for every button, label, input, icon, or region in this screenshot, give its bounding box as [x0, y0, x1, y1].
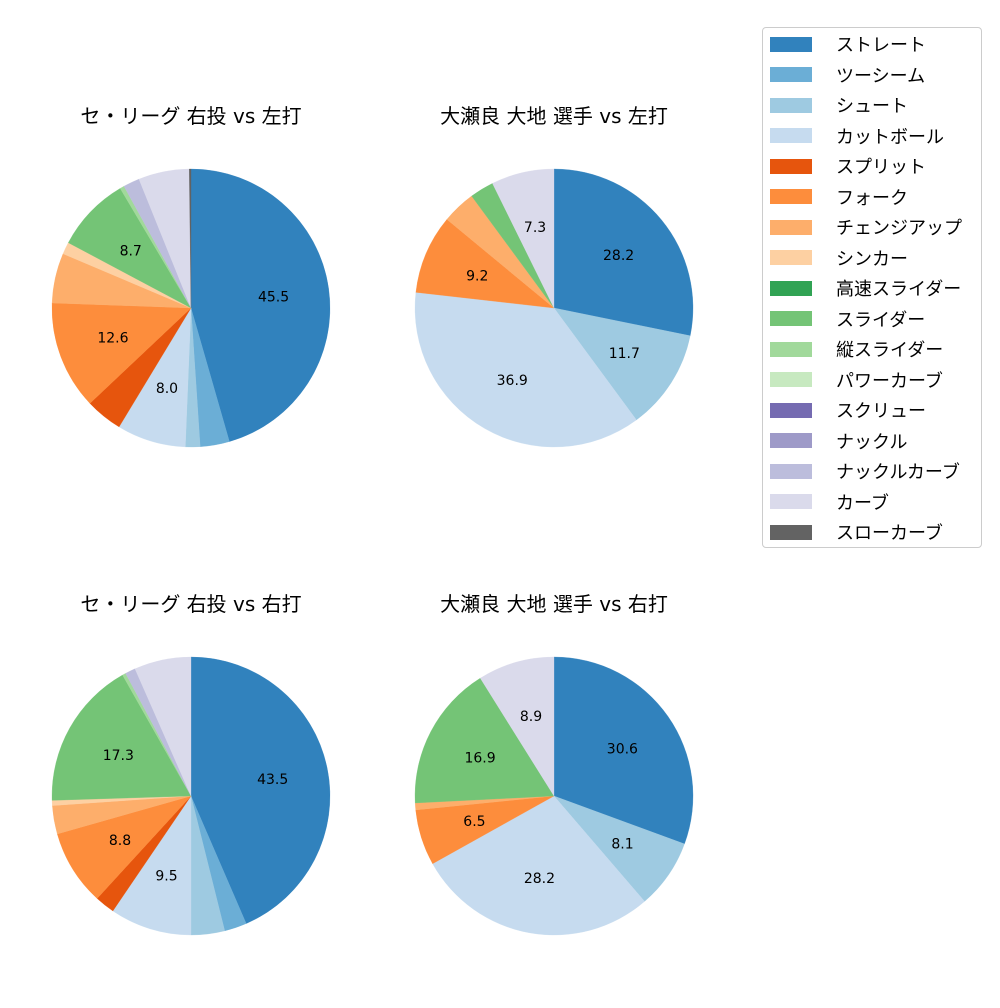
- legend: ストレートツーシームシュートカットボール スプリットフォークチェンジアップ シンカー…: [762, 27, 982, 548]
- legend-swatch: [770, 402, 812, 418]
- legend-swatch: [770, 158, 812, 174]
- chart-title: セ・リーグ 右投 vs 左打: [80, 104, 302, 128]
- pie-slice: [190, 168, 331, 442]
- legend-label: カーブ: [836, 492, 889, 514]
- pie-slice: [414, 292, 637, 448]
- legend-item: ストレート: [770, 33, 926, 56]
- legend-item: ナックル: [770, 430, 908, 453]
- legend-swatch: [770, 250, 812, 265]
- legend-label: カットボール: [836, 126, 944, 148]
- slice-value-label: 8.8: [109, 833, 131, 849]
- legend-swatch: [770, 128, 812, 143]
- slice-value-label: 36.9: [497, 373, 528, 389]
- legend-label: ナックルカーブ: [836, 462, 960, 483]
- legend-item: チェンジアップ: [770, 216, 962, 239]
- legend-swatch: [770, 311, 812, 326]
- legend-item: スプリット: [770, 155, 926, 178]
- pie-slice: [492, 168, 555, 309]
- pie-panel-league-rhp-vs-lhb: セ・リーグ 右投 vs 左打 45.5 8.0 12.6 8.7: [21, 100, 361, 520]
- slice-value-label: 9.5: [155, 869, 177, 885]
- legend-item: 縦スライダー: [770, 338, 944, 361]
- legend-label: シンカー: [836, 248, 908, 270]
- legend-label: スローカーブ: [836, 523, 943, 544]
- legend-swatch: [770, 189, 812, 204]
- pie-slice: [415, 219, 555, 309]
- slice-value-label: 30.6: [607, 741, 638, 757]
- pie-slice: [51, 674, 192, 801]
- legend-swatch: [770, 219, 812, 235]
- legend-item: スライダー: [770, 308, 926, 331]
- legend-item: 高速スライダー: [770, 277, 962, 300]
- slice-value-label: 17.3: [103, 748, 134, 764]
- pie-slice: [51, 302, 192, 404]
- legend-swatch: [770, 341, 812, 357]
- slice-value-label: 43.5: [257, 772, 288, 788]
- legend-item: ツーシーム: [770, 64, 926, 87]
- legend-label: スクリュー: [836, 401, 926, 422]
- pie-chart: 43.5 9.5 8.8 17.3: [51, 656, 331, 936]
- legend-item: シンカー: [770, 247, 908, 270]
- pie-slice: [134, 656, 192, 797]
- slice-value-label: 8.7: [120, 243, 142, 259]
- legend-label: チェンジアップ: [836, 218, 962, 239]
- legend-item: フォーク: [770, 186, 908, 209]
- slice-value-label: 28.2: [603, 248, 634, 264]
- slice-value-label: 11.7: [609, 346, 640, 362]
- pie-panel-oseragi-vs-lhb: 大瀬良 大地 選手 vs 左打 28.2 11.7 36.9 9.2 7.3: [384, 100, 724, 520]
- legend-swatch: [770, 36, 812, 52]
- pie-slice: [190, 656, 331, 924]
- pie-slice: [189, 168, 192, 309]
- legend-label: ストレート: [836, 35, 926, 56]
- pie-slice: [480, 656, 555, 797]
- pie-slice: [553, 307, 691, 421]
- pie-slice: [432, 795, 645, 936]
- chart-title: 大瀬良 大地 選手 vs 左打: [440, 104, 668, 128]
- pie-slice: [553, 656, 694, 845]
- legend-label: 縦スライダー: [836, 340, 944, 361]
- slice-value-label: 9.2: [466, 268, 488, 284]
- legend-label: スライダー: [836, 309, 926, 331]
- slice-value-label: 8.1: [611, 837, 633, 853]
- pie-slice: [112, 795, 192, 936]
- legend-item: シュート: [770, 94, 908, 117]
- chart-title: セ・リーグ 右投 vs 右打: [80, 592, 302, 616]
- legend-item: スクリュー: [770, 399, 926, 422]
- slice-value-label: 7.3: [524, 220, 546, 236]
- legend-swatch: [770, 524, 812, 540]
- legend-label: ナックル: [836, 431, 908, 453]
- slice-value-label: 6.5: [463, 814, 485, 830]
- legend-label: フォーク: [836, 187, 908, 209]
- legend-label: 高速スライダー: [836, 279, 962, 300]
- legend-swatch: [770, 97, 812, 113]
- legend-label: シュート: [836, 96, 908, 117]
- slice-value-label: 45.5: [258, 289, 289, 305]
- legend-label: スプリット: [836, 157, 926, 178]
- pie-chart: 30.6 8.1 28.2 6.5 16.9 8.9: [414, 656, 694, 936]
- legend-item: ナックルカーブ: [770, 460, 960, 483]
- pie-panel-league-rhp-vs-rhb: セ・リーグ 右投 vs 右打 43.5 9.5 8.8 17.3: [21, 588, 361, 1008]
- pie-slice: [553, 168, 694, 336]
- chart-title: 大瀬良 大地 選手 vs 右打: [440, 592, 668, 616]
- slice-value-label: 16.9: [464, 750, 495, 766]
- slice-value-label: 12.6: [97, 330, 128, 346]
- legend-swatch: [770, 433, 812, 448]
- pie-panel-oseragi-vs-rhb: 大瀬良 大地 選手 vs 右打 30.6 8.1 28.2 6.5 16.9 8.9: [384, 588, 724, 1008]
- slice-value-label: 8.9: [520, 709, 542, 725]
- legend-swatch: [770, 372, 812, 387]
- pie-chart: 45.5 8.0 12.6 8.7: [51, 168, 331, 448]
- slice-value-label: 28.2: [524, 871, 555, 887]
- legend-item: カーブ: [770, 491, 889, 514]
- legend-label: ツーシーム: [836, 65, 926, 87]
- legend-swatch: [770, 280, 812, 296]
- pie-chart: 28.2 11.7 36.9 9.2 7.3: [414, 168, 694, 448]
- legend-swatch: [770, 494, 812, 509]
- legend-swatch: [770, 67, 812, 82]
- legend-item: カットボール: [770, 125, 944, 148]
- slice-value-label: 8.0: [156, 381, 178, 397]
- legend-swatch: [770, 463, 812, 479]
- legend-item: パワーカーブ: [770, 369, 943, 392]
- pie-slice: [414, 677, 555, 804]
- legend-label: パワーカーブ: [836, 370, 943, 392]
- legend-item: スローカーブ: [770, 521, 943, 544]
